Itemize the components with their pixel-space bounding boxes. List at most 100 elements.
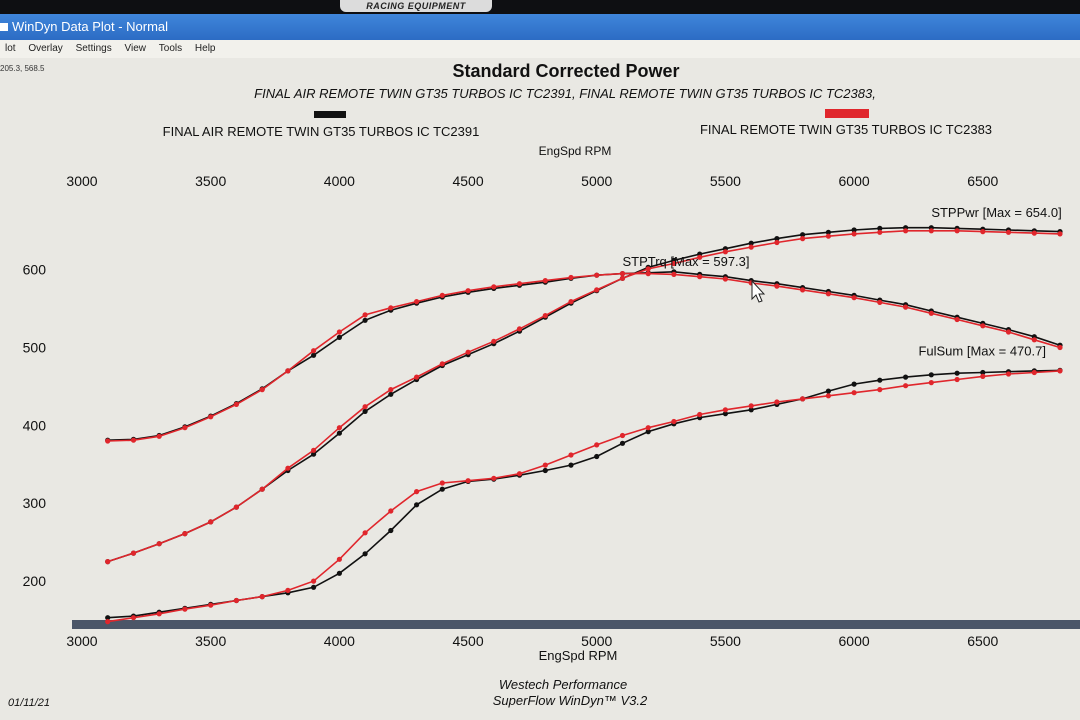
data-point <box>208 602 214 608</box>
data-point <box>928 372 934 378</box>
data-point <box>259 594 265 600</box>
series-line <box>107 370 1061 623</box>
menu-tools[interactable]: Tools <box>158 43 183 54</box>
data-point <box>697 254 703 260</box>
data-point <box>414 299 420 305</box>
data-point <box>130 615 137 621</box>
data-point <box>903 374 909 380</box>
data-point <box>568 274 574 281</box>
data-point <box>336 329 342 335</box>
data-point <box>800 236 806 242</box>
chart-svg: Standard Corrected Power FINAL AIR REMOT… <box>8 61 1080 709</box>
data-point <box>105 615 111 621</box>
data-point <box>877 229 883 235</box>
data-point <box>594 272 600 278</box>
x-tick-bottom-4500: 4500 <box>452 633 483 649</box>
menu-overlay[interactable]: Overlay <box>28 43 63 54</box>
data-point <box>748 240 754 246</box>
data-point <box>697 274 703 280</box>
data-point <box>594 453 600 460</box>
data-point <box>491 338 497 344</box>
data-point <box>516 281 523 287</box>
x-tick-top-5000: 5000 <box>581 173 612 189</box>
data-point <box>800 396 806 402</box>
data-point <box>722 411 729 417</box>
data-point <box>311 578 317 584</box>
data-point <box>336 430 342 436</box>
data-point <box>851 231 857 237</box>
data-point <box>516 326 523 332</box>
data-point <box>336 334 342 340</box>
x-tick-top-4000: 4000 <box>324 173 355 189</box>
x-axis-label-top: EngSpd RPM <box>539 144 612 158</box>
data-point <box>645 271 651 277</box>
data-point <box>903 383 909 389</box>
x-tick-top-6500: 6500 <box>967 173 998 189</box>
series-line <box>107 272 1061 442</box>
x-tick-top-6000: 6000 <box>839 173 870 189</box>
data-point <box>671 418 677 425</box>
data-point <box>825 233 832 239</box>
data-point <box>542 313 548 319</box>
menu-settings[interactable]: Settings <box>75 43 112 54</box>
footer-software: SuperFlow WinDyn™ V3.2 <box>493 693 648 708</box>
data-point <box>645 429 651 435</box>
data-point <box>439 292 445 298</box>
data-point <box>311 451 317 457</box>
data-point <box>851 390 857 396</box>
x-tick-bottom-4000: 4000 <box>324 633 355 649</box>
data-point <box>362 551 368 557</box>
x-tick-top-4500: 4500 <box>452 173 483 189</box>
data-point <box>1005 371 1012 377</box>
x-tick-top-3500: 3500 <box>195 173 226 189</box>
x-tick-top-5500: 5500 <box>710 173 741 189</box>
data-point <box>130 437 137 443</box>
cursor-readout: 205.3, 568.5 <box>0 64 45 73</box>
data-point <box>311 352 317 358</box>
data-point <box>1031 337 1037 343</box>
data-point <box>619 440 626 446</box>
x-tick-bottom-6000: 6000 <box>839 633 870 649</box>
data-point <box>1057 231 1063 237</box>
data-point <box>800 232 806 238</box>
data-point <box>362 408 368 414</box>
data-point <box>233 504 239 510</box>
annotation-0: STPPwr [Max = 654.0] <box>931 205 1061 220</box>
menu-view[interactable]: View <box>124 43 147 54</box>
x-tick-bottom-3500: 3500 <box>195 633 226 649</box>
data-point <box>388 527 394 534</box>
series-stptrq-tc2383 <box>105 271 1063 444</box>
series-line <box>107 230 1061 563</box>
data-point <box>928 310 934 316</box>
data-point <box>774 239 780 246</box>
bezel-brand-logo: RACING EQUIPMENT <box>340 0 492 12</box>
data-point <box>568 462 574 468</box>
data-point <box>928 380 934 386</box>
data-point <box>594 442 600 448</box>
menu-help[interactable]: Help <box>194 43 216 54</box>
legend-label-tc2391: FINAL AIR REMOTE TWIN GT35 TURBOS IC TC2… <box>163 124 480 139</box>
data-point <box>722 249 729 255</box>
data-point <box>542 467 548 474</box>
x-tick-bottom-6500: 6500 <box>967 633 998 649</box>
data-point <box>1005 229 1012 235</box>
data-point <box>516 471 523 477</box>
data-point <box>619 275 626 281</box>
data-point <box>439 361 445 367</box>
data-point <box>1057 344 1063 351</box>
legend-label-tc2383: FINAL REMOTE TWIN GT35 TURBOS IC TC2383 <box>700 122 992 137</box>
data-point <box>851 227 857 233</box>
data-point <box>259 486 265 492</box>
data-point <box>825 393 832 399</box>
y-tick-300: 300 <box>23 495 47 511</box>
x-tick-bottom-5000: 5000 <box>581 633 612 649</box>
data-point <box>619 432 626 439</box>
menu-plot[interactable]: lot <box>5 43 16 54</box>
data-point <box>980 373 986 379</box>
data-point <box>722 276 729 282</box>
window-title: WinDyn Data Plot - Normal <box>12 19 169 34</box>
data-point <box>285 465 291 471</box>
data-point <box>774 399 780 405</box>
data-point <box>233 597 239 604</box>
data-point <box>285 368 291 374</box>
